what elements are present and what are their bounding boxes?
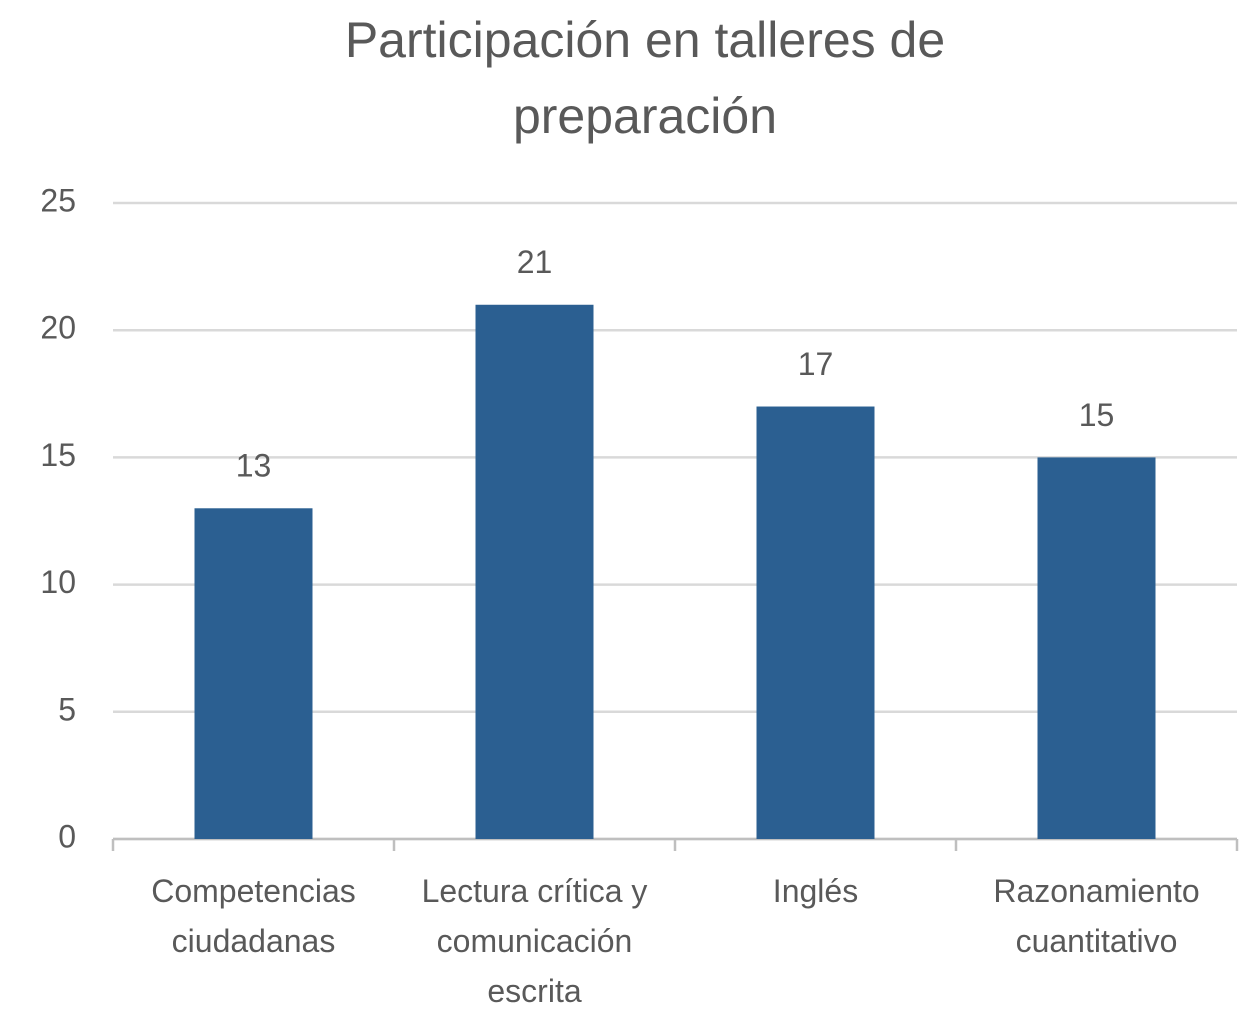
data-label: 17 (798, 346, 834, 382)
data-label: 15 (1079, 397, 1115, 433)
y-tick-label: 25 (40, 182, 76, 218)
y-tick-label: 15 (40, 437, 76, 473)
x-tick-label: Inglés (772, 873, 859, 909)
bar (756, 406, 875, 839)
x-tick-label: Competencias ciudadanas (151, 873, 356, 959)
data-label: 13 (236, 448, 272, 484)
y-tick-label: 20 (40, 310, 76, 346)
x-tick-label: Lectura crítica y comunicación escrita (421, 873, 648, 1009)
y-tick-label: 0 (58, 818, 76, 854)
bar (475, 304, 594, 839)
data-label: 21 (517, 244, 553, 280)
chart-title: Participación en talleres de preparación (344, 12, 946, 144)
bar (1037, 457, 1156, 839)
y-tick-label: 10 (40, 564, 76, 600)
y-tick-label: 5 (58, 691, 76, 727)
bar (194, 508, 313, 839)
x-tick-label: Razonamiento cuantitativo (993, 873, 1200, 959)
